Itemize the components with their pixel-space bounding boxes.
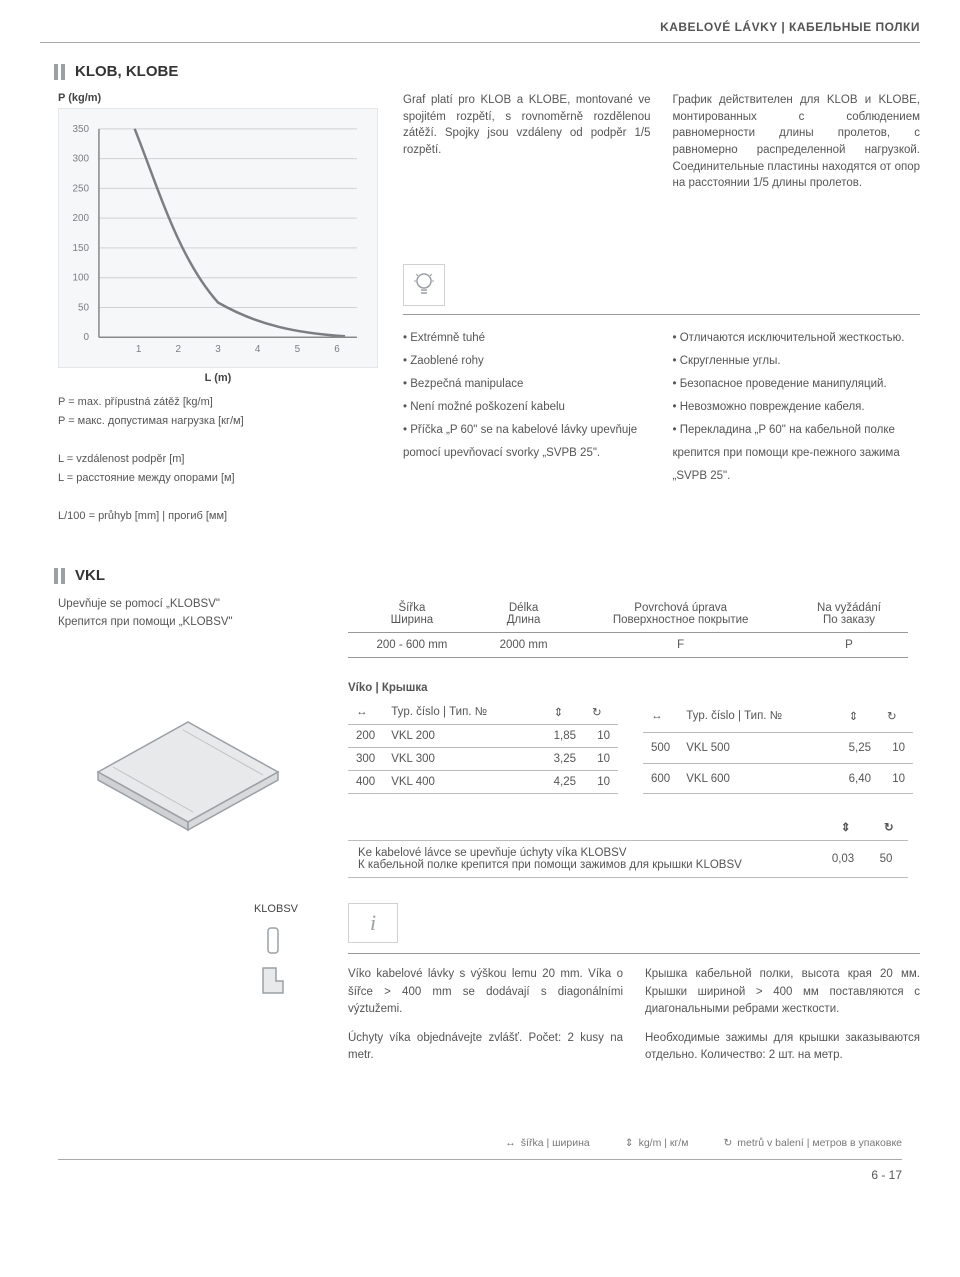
svg-text:50: 50 — [78, 302, 90, 313]
svg-text:2: 2 — [176, 344, 182, 355]
svg-text:100: 100 — [72, 273, 89, 284]
section-klob-head: KLOB, KLOBE — [54, 63, 920, 80]
footer-legend: ↔ šířka | ширина ⇕ kg/m | кг/м ↻ metrů v… — [58, 1137, 902, 1149]
vkl-spec-table: ŠířkaШирина DélkaДлина Povrchová úpravaП… — [348, 596, 908, 658]
svg-text:5: 5 — [295, 344, 301, 355]
section-vkl-head: VKL — [54, 567, 920, 584]
klob-text-cz: Graf platí pro KLOB a KLOBE, montované v… — [403, 92, 651, 192]
chart-y-label: P (kg/m) — [58, 92, 378, 104]
svg-text:4: 4 — [255, 344, 261, 355]
vkl-desc: Upevňuje se pomocí „KLOBSV" Крепится при… — [58, 596, 318, 668]
svg-text:1: 1 — [136, 344, 142, 355]
chart-x-label: L (m) — [58, 372, 378, 384]
bulb-icon — [403, 264, 445, 306]
svg-text:200: 200 — [72, 213, 89, 224]
svg-text:3: 3 — [215, 344, 221, 355]
klobsv-image: KLOBSV — [58, 903, 318, 1013]
viko-image — [58, 682, 318, 842]
svg-text:150: 150 — [72, 243, 89, 254]
svg-text:6: 6 — [334, 344, 340, 355]
klob-chart: 350 300 250 200 150 100 50 0 1 2 3 4 5 6 — [58, 108, 378, 368]
svg-text:300: 300 — [72, 154, 89, 165]
page-number: 6 - 17 — [871, 1168, 902, 1182]
vkl-table-right: ↔Typ. číslo | Тип. №⇕↻ 500VKL 5005,2510 … — [643, 700, 913, 794]
chart-legend: P = max. přípustná zátěž [kg/m] P = макс… — [58, 394, 378, 525]
klob-bullets: Extrémně tuhé Zaoblené rohy Bezpečná man… — [403, 327, 920, 488]
vkl-table-left: ↔Typ. číslo | Тип. №⇕↻ 200VKL 2001,8510 … — [348, 700, 618, 794]
vkl-title: VKL — [75, 567, 105, 584]
klobsv-info-text: Víko kabelové lávky s výškou lemu 20 mm.… — [348, 966, 920, 1076]
svg-text:350: 350 — [72, 124, 89, 135]
klob-title: KLOB, KLOBE — [75, 63, 178, 80]
page-header: KABELOVÉ LÁVKY | КАБЕЛЬНЫЕ ПОЛКИ — [40, 20, 920, 43]
info-icon: i — [348, 903, 398, 943]
klob-text-ru: График действителен для KLOB и KLOBE, мо… — [673, 92, 921, 192]
viko-heading: Víko | Крышка — [348, 682, 920, 694]
svg-text:0: 0 — [83, 332, 89, 343]
klobsv-table: ⇕↻ Ke kabelové lávce se upevňuje úchyty … — [348, 814, 908, 878]
svg-text:250: 250 — [72, 183, 89, 194]
